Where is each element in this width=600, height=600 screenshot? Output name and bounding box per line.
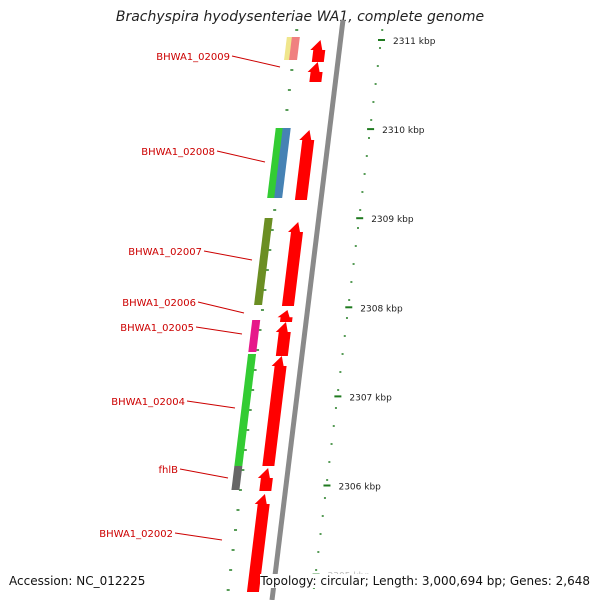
cds-arrow	[307, 62, 323, 82]
topology-text: Topology: circular; Length: 3,000,694 bp…	[260, 574, 590, 588]
cog-band	[234, 354, 257, 466]
accession-text: Accession: NC_012225	[9, 574, 146, 588]
cog-band	[289, 37, 300, 60]
cds-arrow	[281, 222, 303, 306]
cds-arrow	[310, 40, 326, 62]
cds-arrow	[257, 468, 273, 491]
gene-labels: BHWA1_02009 BHWA1_02008 BHWA1_02007 BHWA1_0…	[99, 52, 281, 541]
cds-arrow	[246, 494, 270, 592]
cds-arrow	[277, 310, 293, 322]
gene-leader-line	[174, 532, 223, 541]
gene-label: BHWA1_02009	[156, 52, 230, 63]
backbone-line	[269, 19, 346, 600]
gene-label: BHWA1_02005	[120, 323, 194, 334]
gene-label: BHWA1_02008	[141, 147, 215, 158]
gene-leader-line	[231, 55, 281, 68]
ruler-label: 2311 kbp	[393, 37, 436, 47]
cds-arrow	[275, 322, 291, 356]
gene-label: fhlB	[159, 465, 179, 476]
gene-leader-line	[216, 150, 266, 163]
map-title: Brachyspira hyodysenteriae WA1, complete…	[115, 9, 485, 25]
gene-label: BHWA1_02002	[99, 529, 173, 540]
ruler-label: 2306 kbp	[338, 483, 381, 493]
gene-label: BHWA1_02006	[122, 298, 196, 309]
outer-tick-dots	[312, 29, 384, 589]
ruler-label: 2307 kbp	[349, 393, 392, 403]
gene-leader-line	[186, 400, 236, 409]
cog-band	[267, 128, 284, 198]
cds-arrow	[294, 130, 315, 200]
cog-band	[231, 466, 243, 490]
ruler-label: 2310 kbp	[382, 126, 425, 136]
gene-label: BHWA1_02007	[128, 247, 202, 258]
gene-leader-line	[179, 468, 229, 479]
cog-band	[274, 128, 291, 198]
cog-band	[254, 218, 273, 305]
cds-arrow	[262, 356, 287, 466]
gene-leader-line	[203, 250, 253, 261]
ruler-label: 2309 kbp	[371, 215, 414, 225]
gene-leader-line	[195, 326, 243, 335]
gene-label: BHWA1_02004	[111, 397, 185, 408]
cog-band	[248, 320, 261, 352]
ruler-label: 2308 kbp	[360, 304, 403, 314]
gene-leader-line	[197, 301, 245, 314]
cds-features	[246, 40, 326, 592]
cog-bands	[231, 37, 300, 490]
